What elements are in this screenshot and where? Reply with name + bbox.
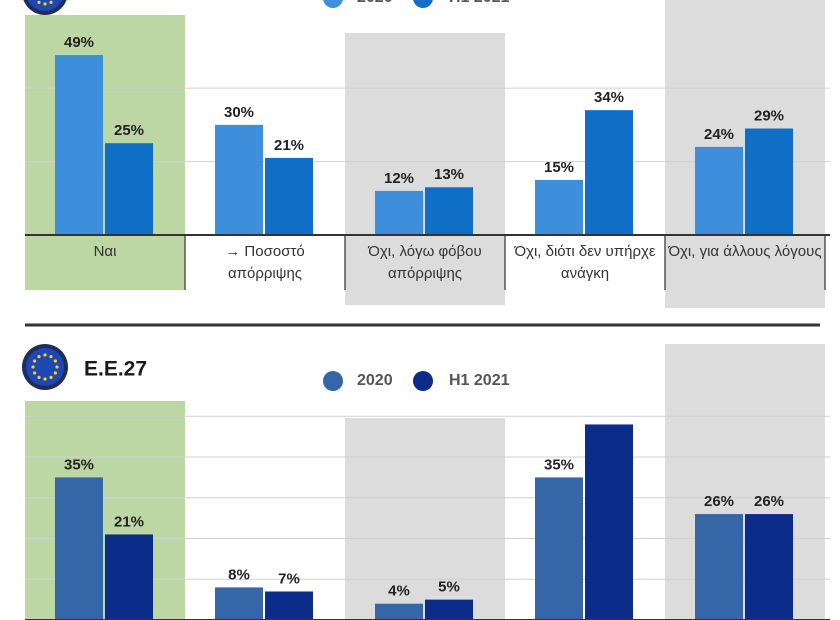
eu-flag (26, 348, 64, 386)
value-label: 7% (278, 570, 300, 587)
value-label: 4% (388, 583, 410, 600)
value-label: 24% (704, 126, 734, 143)
value-label: 29% (754, 107, 784, 124)
x-tick-label: Όχι, λόγω φόβου απόρριψης (368, 243, 482, 282)
value-label: 30% (224, 104, 254, 121)
bar (265, 591, 313, 620)
value-label: 34% (594, 89, 624, 106)
bar (55, 477, 103, 620)
value-label: 12% (384, 170, 414, 187)
eu-star (37, 0, 41, 4)
bar (105, 143, 153, 235)
value-label: 5% (438, 579, 460, 596)
legend-label: 2020 (357, 372, 393, 389)
x-tick-label: → Ποσοστό απόρριψης (225, 243, 305, 282)
eu-star (43, 2, 47, 6)
bar (215, 587, 263, 620)
bar (375, 603, 423, 620)
value-label: 35% (544, 456, 574, 473)
legend-marker (323, 0, 343, 8)
eu-star (49, 375, 53, 379)
legend-marker (413, 371, 433, 391)
value-label: 21% (274, 137, 304, 154)
value-label: 15% (544, 159, 574, 176)
eu-star (31, 365, 35, 369)
bar (695, 514, 743, 620)
value-label: 21% (114, 513, 144, 530)
value-label: 26% (704, 493, 734, 510)
legend-label: 2020 (357, 0, 393, 6)
value-label: 35% (64, 456, 94, 473)
eu-star (37, 375, 41, 379)
value-label: 49% (64, 34, 94, 51)
bar (535, 477, 583, 620)
bar (425, 187, 473, 235)
bar (55, 55, 103, 235)
x-tick-label: Ναι (93, 243, 117, 260)
value-label: 13% (434, 166, 464, 183)
bar (265, 157, 313, 235)
eu-star (53, 371, 57, 375)
value-label: 25% (114, 122, 144, 139)
eu-star (55, 365, 59, 369)
bar (585, 110, 633, 235)
x-tick-label: Όχι, για άλλους λόγους (668, 243, 822, 260)
bar (105, 534, 153, 620)
eu-star (43, 353, 47, 357)
x-tick-label: Όχι, διότι δεν υπήρχε ανάγκη (514, 243, 656, 282)
bar (745, 514, 793, 620)
legend-marker (413, 0, 433, 8)
value-label: 8% (228, 566, 250, 583)
eu-star (33, 359, 37, 363)
bar (375, 190, 423, 235)
eu-star (43, 377, 47, 381)
value-label: 26% (754, 493, 784, 510)
chart-title: Ε.Ε.27 (84, 358, 147, 381)
bar (215, 124, 263, 235)
eu-star (49, 355, 53, 359)
bar (535, 179, 583, 235)
legend-label: H1 2021 (449, 372, 510, 389)
eu-star (53, 359, 57, 363)
column-shade (345, 418, 505, 620)
bar (695, 146, 743, 235)
eu-star (49, 0, 53, 4)
bar (425, 599, 473, 620)
column-shade (345, 33, 505, 305)
bar (745, 128, 793, 235)
legend-marker (323, 371, 343, 391)
bar (585, 424, 633, 620)
eu-star (37, 355, 41, 359)
eu-star (33, 371, 37, 375)
legend-label: H1 2021 (449, 0, 510, 6)
